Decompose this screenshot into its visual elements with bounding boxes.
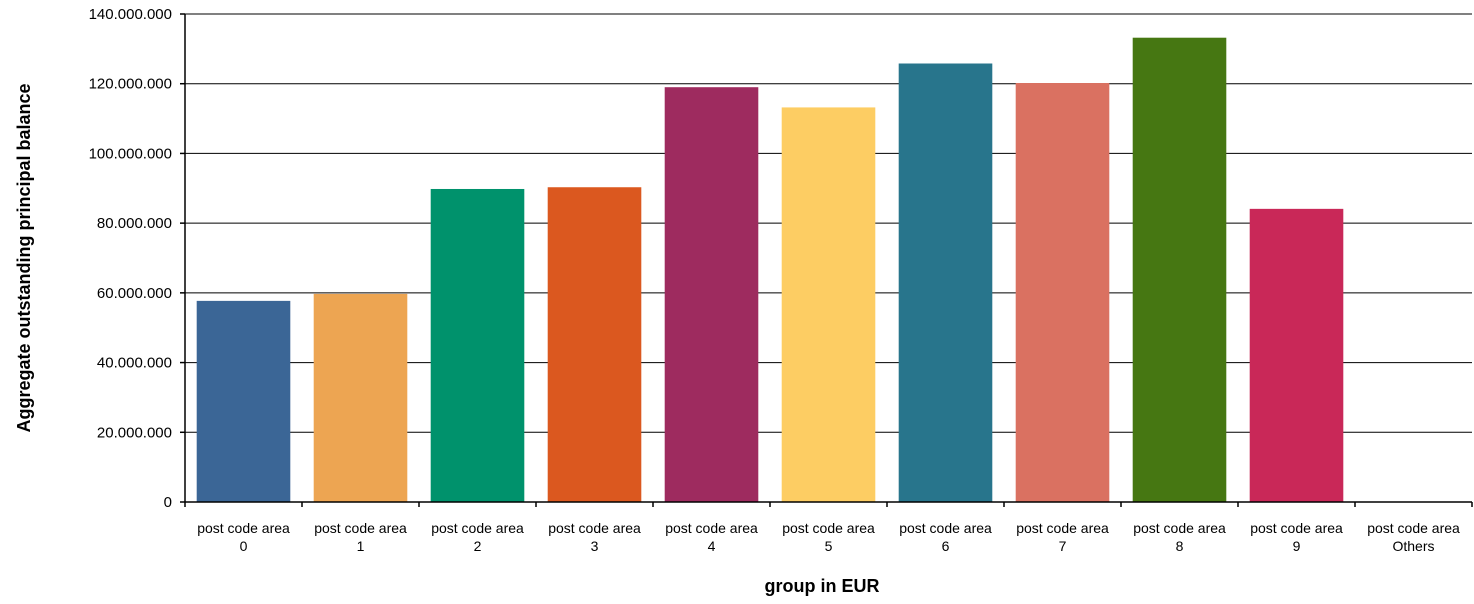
x-axis-title: group in EUR	[765, 576, 880, 596]
y-tick-label: 140.000.000	[89, 6, 172, 23]
y-axis-title: Aggregate outstanding principal balance	[14, 83, 34, 432]
x-category-label-line1: post code area	[431, 520, 524, 536]
x-category-label-line2: 2	[474, 538, 482, 554]
bar	[313, 293, 408, 502]
x-category-label-line2: 9	[1293, 538, 1301, 554]
x-category-labels: post code area 0 post code area 1 post code …	[197, 520, 1460, 554]
y-tick-labels: 0 20.000.000 40.000.000 60.000.000 80.000.00…	[89, 6, 172, 511]
bar	[781, 107, 876, 502]
bar	[196, 300, 291, 502]
bar	[1015, 83, 1110, 502]
y-tick-label: 40.000.000	[97, 355, 172, 372]
x-category-label-line1: post code area	[1133, 520, 1226, 536]
x-category-label-line1: post code area	[1367, 520, 1460, 536]
y-tick-label: 120.000.000	[89, 76, 172, 93]
bars	[196, 37, 1344, 503]
x-category-label-line2: 6	[942, 538, 950, 554]
bar	[898, 63, 993, 503]
bar	[664, 87, 759, 502]
bar	[1132, 37, 1227, 503]
bar	[430, 188, 525, 503]
x-category-label-line1: post code area	[782, 520, 875, 536]
x-category-label-line1: post code area	[1250, 520, 1343, 536]
x-category-label-line2: 8	[1176, 538, 1184, 554]
y-tick-label: 20.000.000	[97, 424, 172, 441]
x-category-label-line2: 0	[240, 538, 248, 554]
y-tick-label: 60.000.000	[97, 285, 172, 302]
bar	[1249, 208, 1344, 502]
x-category-label-line2: 3	[591, 538, 599, 554]
x-category-label-line2: Others	[1392, 538, 1434, 554]
x-category-label-line1: post code area	[197, 520, 290, 536]
x-category-label-line1: post code area	[548, 520, 641, 536]
x-category-label-line1: post code area	[899, 520, 992, 536]
x-category-label-line2: 4	[708, 538, 716, 554]
x-category-label-line1: post code area	[665, 520, 758, 536]
x-category-label-line1: post code area	[314, 520, 407, 536]
x-category-label-line2: 7	[1059, 538, 1067, 554]
x-category-label-line1: post code area	[1016, 520, 1109, 536]
bar	[547, 187, 642, 503]
y-tick-label: 80.000.000	[97, 215, 172, 232]
axes	[180, 13, 1473, 507]
y-tick-label: 100.000.000	[89, 145, 172, 162]
x-category-label-line2: 5	[825, 538, 833, 554]
x-category-label-line2: 1	[357, 538, 365, 554]
y-tick-label: 0	[164, 494, 172, 511]
